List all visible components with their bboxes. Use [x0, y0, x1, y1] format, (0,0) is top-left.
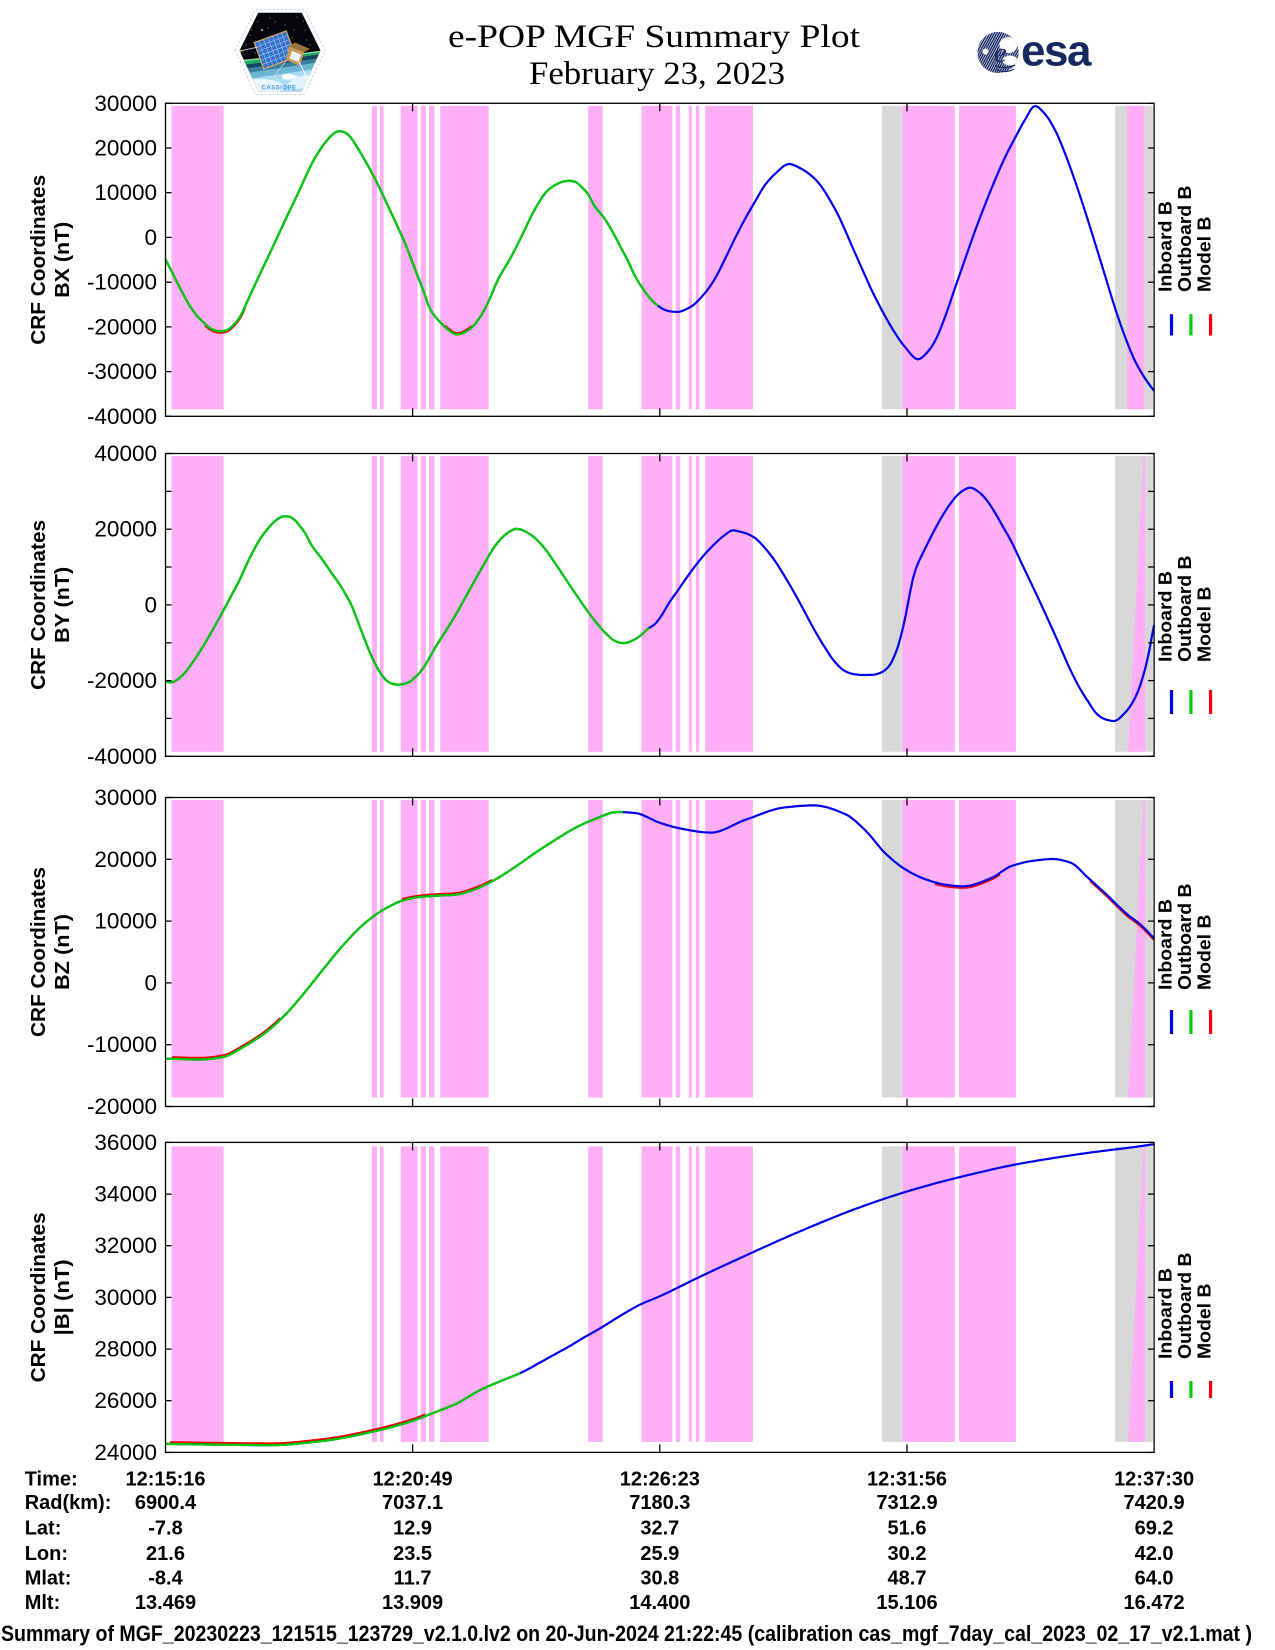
svg-text:-20000: -20000: [87, 314, 157, 339]
svg-text:-10000: -10000: [87, 1032, 157, 1057]
svg-text:Model B: Model B: [1195, 915, 1215, 991]
svg-text:CRF Coordinates: CRF Coordinates: [28, 867, 50, 1037]
svg-text:Mlat:: Mlat:: [25, 1567, 72, 1589]
svg-text:-40000: -40000: [87, 744, 157, 769]
svg-text:Inboard B: Inboard B: [1156, 201, 1176, 292]
svg-text:Model B: Model B: [1195, 587, 1215, 663]
svg-text:30000: 30000: [94, 785, 157, 810]
svg-text:0: 0: [144, 592, 157, 617]
svg-text:-30000: -30000: [87, 359, 157, 384]
svg-text:34000: 34000: [94, 1182, 157, 1207]
svg-text:-20000: -20000: [87, 668, 157, 693]
svg-text:20000: 20000: [94, 136, 157, 161]
svg-text:Inboard B: Inboard B: [1156, 1268, 1176, 1359]
svg-text:BX (nT): BX (nT): [52, 222, 74, 298]
svg-text:Outboard B: Outboard B: [1175, 1253, 1195, 1360]
svg-text:16.472: 16.472: [1124, 1592, 1185, 1614]
svg-text:BY (nT): BY (nT): [52, 567, 74, 643]
svg-text:Inboard B: Inboard B: [1156, 899, 1176, 990]
svg-text:12:31:56: 12:31:56: [867, 1469, 947, 1491]
svg-text:12:15:16: 12:15:16: [125, 1469, 205, 1491]
svg-text:36000: 36000: [94, 1130, 157, 1155]
svg-text:13.909: 13.909: [382, 1592, 443, 1614]
svg-text:7312.9: 7312.9: [876, 1492, 937, 1514]
svg-text:64.0: 64.0: [1135, 1567, 1174, 1589]
svg-text:Rad(km):: Rad(km):: [25, 1492, 112, 1514]
svg-text:21.6: 21.6: [146, 1543, 185, 1565]
svg-text:e-POP MGF Summary Plot: e-POP MGF Summary Plot: [448, 19, 860, 55]
svg-text:Summary of MGF_20230223_121515: Summary of MGF_20230223_121515_123729_v2…: [1, 1621, 1252, 1646]
svg-text:7037.1: 7037.1: [382, 1492, 443, 1514]
svg-text:Mlt:: Mlt:: [25, 1592, 61, 1614]
svg-text:CRF Coordinates: CRF Coordinates: [28, 175, 50, 345]
svg-text:|B| (nT): |B| (nT): [52, 1259, 74, 1335]
svg-text:CASSIOPE: CASSIOPE: [261, 86, 296, 92]
svg-text:10000: 10000: [94, 180, 157, 205]
svg-text:Lon:: Lon:: [25, 1543, 68, 1565]
svg-text:14.400: 14.400: [629, 1592, 690, 1614]
svg-text:32.7: 32.7: [640, 1517, 679, 1539]
svg-text:11.7: 11.7: [394, 1567, 432, 1589]
svg-text:7420.9: 7420.9: [1124, 1492, 1185, 1514]
svg-text:40000: 40000: [94, 441, 157, 466]
svg-text:20000: 20000: [94, 517, 157, 542]
svg-text:69.2: 69.2: [1135, 1517, 1174, 1539]
svg-text:51.6: 51.6: [888, 1517, 927, 1539]
svg-text:30000: 30000: [94, 91, 157, 116]
svg-text:February 23, 2023: February 23, 2023: [529, 56, 785, 92]
svg-text:Outboard B: Outboard B: [1175, 884, 1195, 991]
svg-text:26000: 26000: [94, 1388, 157, 1413]
svg-text:25.9: 25.9: [640, 1543, 679, 1565]
svg-text:32000: 32000: [94, 1233, 157, 1258]
svg-text:CRF Coordinates: CRF Coordinates: [28, 520, 50, 690]
svg-text:13.469: 13.469: [135, 1592, 196, 1614]
svg-text:0: 0: [144, 970, 157, 995]
svg-text:-40000: -40000: [87, 404, 157, 429]
svg-text:23.5: 23.5: [393, 1543, 432, 1565]
svg-text:e: e: [994, 37, 1007, 69]
svg-text:12:20:49: 12:20:49: [373, 1469, 453, 1491]
svg-text:Inboard B: Inboard B: [1156, 571, 1176, 662]
svg-text:BZ (nT): BZ (nT): [52, 914, 74, 990]
svg-text:-7.8: -7.8: [148, 1517, 182, 1539]
svg-text:7180.3: 7180.3: [629, 1492, 690, 1514]
svg-text:0: 0: [144, 225, 157, 250]
svg-text:30.2: 30.2: [888, 1543, 927, 1565]
svg-text:Lat:: Lat:: [25, 1517, 62, 1539]
svg-text:Model B: Model B: [1195, 1284, 1215, 1360]
svg-text:28000: 28000: [94, 1337, 157, 1362]
svg-text:CRF Coordinates: CRF Coordinates: [28, 1212, 50, 1382]
svg-text:-20000: -20000: [87, 1094, 157, 1119]
svg-text:15.106: 15.106: [876, 1592, 937, 1614]
svg-text:48.7: 48.7: [888, 1567, 927, 1589]
svg-text:Model B: Model B: [1195, 217, 1215, 293]
svg-text:6900.4: 6900.4: [135, 1492, 197, 1514]
svg-text:12:26:23: 12:26:23: [620, 1469, 700, 1491]
svg-text:42.0: 42.0: [1135, 1543, 1174, 1565]
svg-text:12.9: 12.9: [393, 1517, 432, 1539]
svg-text:10000: 10000: [94, 909, 157, 934]
svg-text:30.8: 30.8: [640, 1567, 679, 1589]
svg-text:24000: 24000: [94, 1440, 157, 1465]
svg-text:20000: 20000: [94, 847, 157, 872]
svg-text:Outboard B: Outboard B: [1175, 556, 1195, 663]
svg-text:-8.4: -8.4: [148, 1567, 183, 1589]
svg-text:12:37:30: 12:37:30: [1114, 1469, 1194, 1491]
svg-text:30000: 30000: [94, 1285, 157, 1310]
svg-text:-10000: -10000: [87, 270, 157, 295]
svg-text:Outboard B: Outboard B: [1175, 186, 1195, 293]
svg-text:Time:: Time:: [25, 1469, 78, 1491]
svg-text:esa: esa: [1021, 27, 1092, 76]
